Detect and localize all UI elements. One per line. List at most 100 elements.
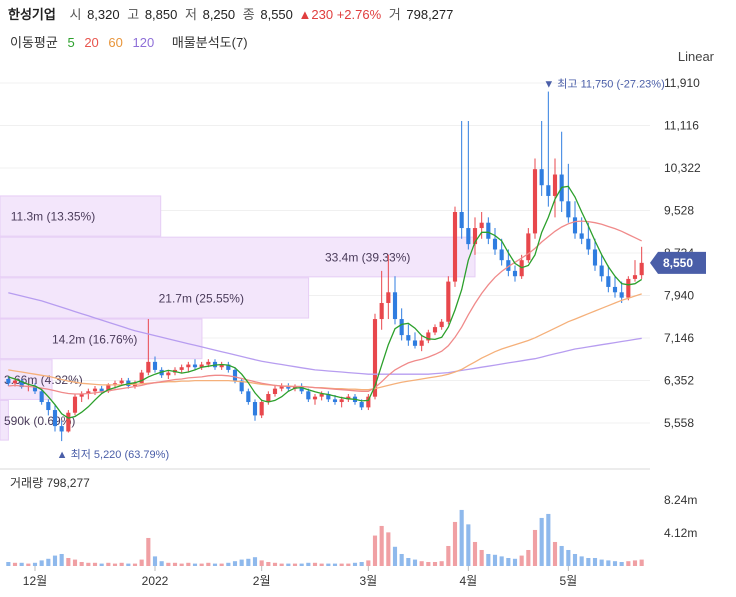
candle-body: [406, 335, 411, 341]
volume-profile-label: 14.2m (16.76%): [52, 332, 137, 346]
volume-bar: [412, 559, 418, 566]
volume-bar: [139, 559, 144, 566]
volume-bar: [392, 546, 398, 566]
volume-bar: [226, 562, 231, 566]
ma60-period[interactable]: 60: [108, 35, 123, 50]
volume-label: 거: [388, 7, 401, 22]
volume-bar: [99, 563, 104, 566]
price-badge-text: 8,550: [663, 256, 693, 270]
candle-body: [146, 361, 151, 373]
volume-bar: [506, 557, 511, 566]
volume-bar: [606, 560, 611, 566]
volume-bar: [106, 562, 111, 566]
candle-body: [12, 380, 18, 384]
candle-body: [99, 388, 104, 392]
candle-body: [239, 380, 244, 392]
volume-bar: [546, 513, 551, 566]
candle-body: [492, 238, 498, 250]
high-label: 고: [127, 7, 140, 22]
candle-body: [139, 372, 144, 384]
candle-body: [486, 222, 491, 239]
volume-bar: [179, 563, 184, 566]
candle-body: [286, 385, 291, 389]
volume-bar: [319, 563, 324, 566]
volume-bar: [432, 561, 438, 566]
ma5-period[interactable]: 5: [67, 35, 75, 50]
volume-bar: [332, 563, 338, 566]
candle-body: [192, 364, 198, 368]
price-badge-shape: [650, 251, 706, 274]
candle-body: [599, 265, 604, 277]
price-badge: 8,550: [650, 251, 706, 274]
volume-bar: [452, 521, 458, 566]
candle-body: [572, 217, 578, 234]
volume-profile-label: 590k (0.69%): [4, 414, 75, 428]
volume-bar: [132, 563, 138, 566]
open-label: 시: [69, 7, 82, 22]
candle-body: [452, 211, 458, 282]
volume-bar: [52, 555, 58, 566]
volume-tick-label: 8.24m: [664, 493, 697, 507]
volume-bar: [112, 563, 118, 566]
volume-bar: [306, 562, 311, 566]
ma120-period[interactable]: 120: [132, 35, 155, 50]
volume-tick-label: 4.12m: [664, 526, 697, 540]
x-tick-label: 12월: [23, 574, 47, 588]
stock-header: 한성기업 시 8,320 고 8,850 저 8,250 종 8,550 ▲23…: [8, 4, 453, 23]
annotations: ▼ 최고 11,750 (-27.23%) ▲ 최저 5,220 (63.79%…: [57, 78, 665, 462]
x-tick-label: 2022: [142, 574, 169, 588]
candle-body: [479, 222, 484, 229]
volume-bar: [212, 563, 218, 566]
volume-bar: [386, 532, 391, 566]
volume-bar: [259, 560, 264, 566]
volume-profile-bar: [0, 399, 9, 441]
candle-body: [292, 385, 298, 389]
scale-selector[interactable]: Linear: [677, 49, 714, 64]
close-value: 8,550: [260, 7, 293, 22]
volume-bar: [86, 562, 91, 566]
candle-body: [619, 292, 624, 298]
volume-bar: [492, 554, 498, 566]
moving-averages: [8, 185, 643, 419]
volume-bar: [92, 562, 98, 566]
volume-bar: [366, 560, 371, 566]
volume-profile: 590k (0.69%)3.66m (4.32%)14.2m (16.76%)2…: [0, 195, 476, 441]
candle-body: [446, 281, 451, 322]
candle-body: [592, 249, 598, 266]
ma-label[interactable]: 이동평균: [10, 35, 58, 50]
volume-bar: [439, 561, 444, 566]
volume-profile-bar: [0, 277, 310, 319]
candle-body: [32, 385, 38, 392]
candle-body: [526, 233, 531, 261]
volume-bar: [466, 524, 471, 566]
candle-body: [226, 364, 231, 370]
candle-body: [419, 340, 424, 346]
volume-bar: [292, 563, 298, 566]
volume-bar: [26, 563, 31, 566]
candle-body: [426, 332, 431, 341]
candle-body: [459, 211, 464, 229]
volume-bar: [126, 563, 131, 566]
candle-body: [246, 391, 251, 403]
ma20-period[interactable]: 20: [84, 35, 99, 50]
volume-profile-toggle[interactable]: 매물분석도(7): [171, 35, 248, 50]
candle-body: [232, 369, 238, 381]
candle-body: [366, 396, 371, 408]
candle-body: [392, 292, 398, 320]
volume-bar: [159, 561, 164, 566]
candle-body: [206, 361, 211, 365]
candle-body: [199, 364, 204, 368]
candle-body: [179, 367, 184, 370]
volume-profile-label: 21.7m (25.55%): [159, 291, 244, 305]
candle-body: [412, 340, 418, 346]
candle-body: [299, 385, 304, 392]
candle-body: [92, 388, 98, 392]
candle-body: [639, 262, 644, 276]
volume-profile-label: 33.4m (39.33%): [325, 250, 410, 264]
candle-body: [332, 399, 338, 403]
indicator-bar: 이동평균 5 20 60 120 매물분석도(7): [10, 32, 248, 51]
candle-body: [606, 276, 611, 287]
volume-bar: [499, 556, 504, 566]
volume-bar: [519, 555, 524, 566]
